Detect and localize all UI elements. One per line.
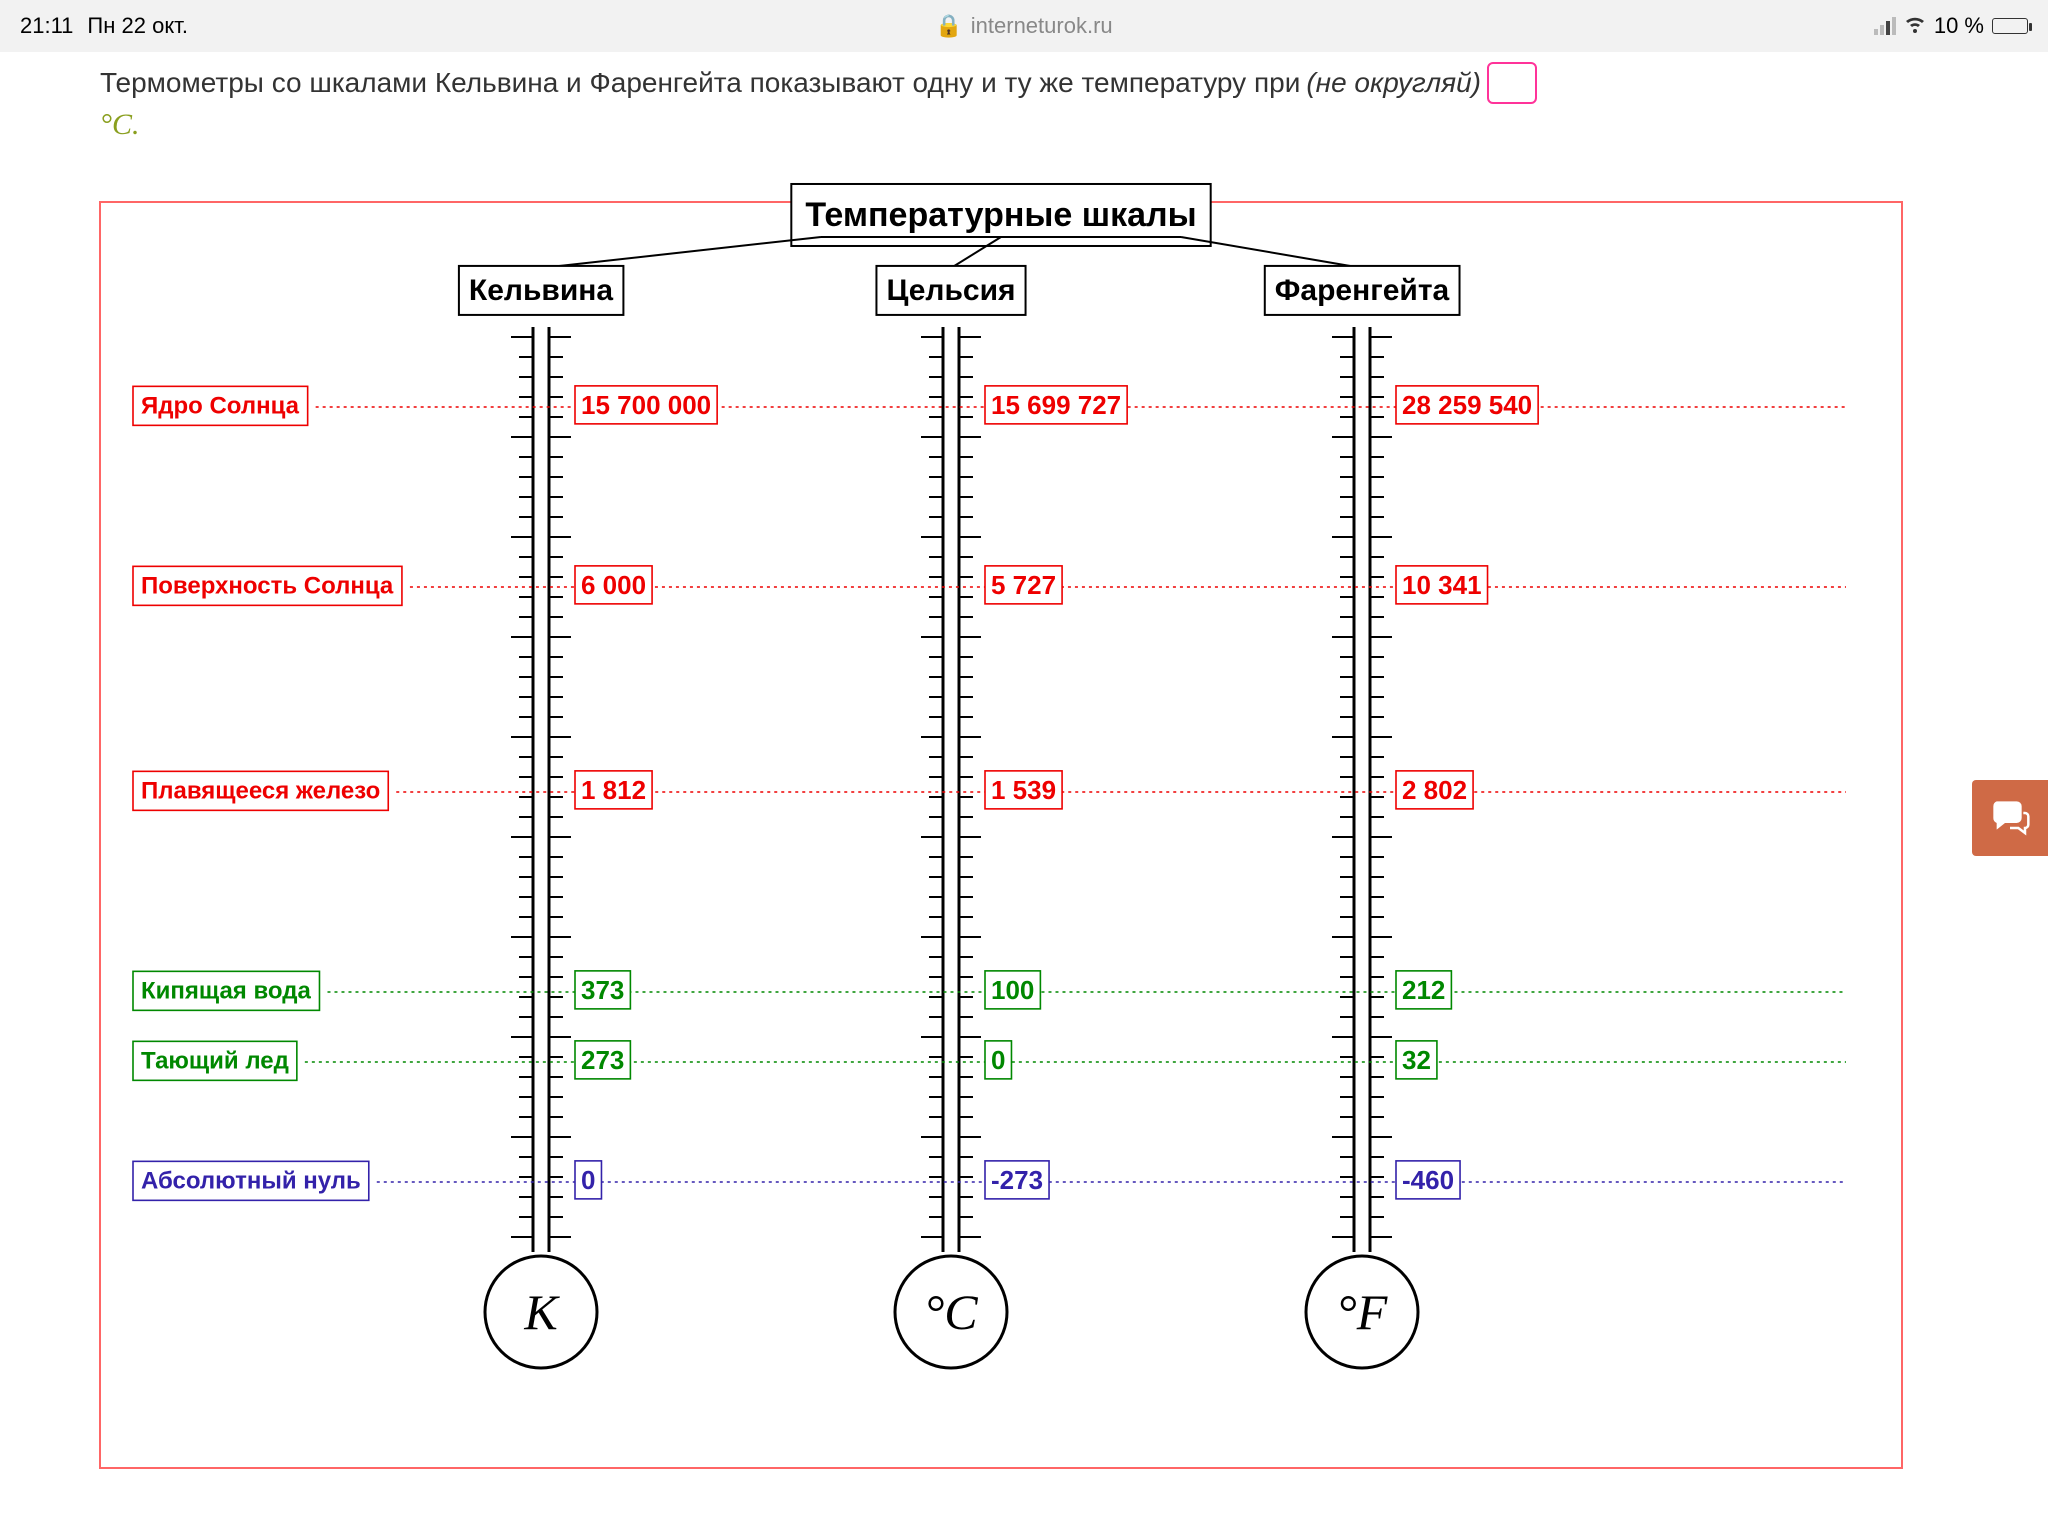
svg-text:-273: -273 [991,1165,1043,1195]
answer-input[interactable] [1487,62,1537,104]
battery-pct: 10 % [1934,13,1984,39]
svg-text:°F: °F [1337,1284,1388,1340]
problem-hint: (не округляй) [1306,67,1481,99]
svg-text:5 727: 5 727 [991,570,1056,600]
wifi-icon [1904,13,1926,39]
svg-text:-460: -460 [1402,1165,1454,1195]
svg-text:100: 100 [991,975,1034,1005]
svg-text:Температурные шкалы: Температурные шкалы [805,196,1196,234]
svg-text:°C: °C [924,1284,978,1340]
battery-icon [1992,18,2028,34]
svg-text:Кипящая вода: Кипящая вода [141,977,311,1004]
svg-text:0: 0 [991,1045,1005,1075]
svg-text:Поверхность Солнца: Поверхность Солнца [141,572,394,599]
problem-text-line: Термометры со шкалами Кельвина и Фаренге… [0,52,2048,108]
svg-text:273: 273 [581,1045,624,1075]
svg-text:1 539: 1 539 [991,775,1056,805]
svg-text:373: 373 [581,975,624,1005]
status-time: 21:11 [20,13,73,39]
svg-text:212: 212 [1402,975,1445,1005]
svg-text:0: 0 [581,1165,595,1195]
svg-text:32: 32 [1402,1045,1431,1075]
svg-text:Ядро Солнца: Ядро Солнца [141,392,300,419]
problem-text: Термометры со шкалами Кельвина и Фаренге… [100,67,1300,99]
lock-icon: 🔒 [935,13,962,39]
svg-text:6 000: 6 000 [581,570,646,600]
svg-text:2 802: 2 802 [1402,775,1467,805]
status-url: interneturok.ru [971,13,1113,39]
svg-text:1 812: 1 812 [581,775,646,805]
svg-text:15 700 000: 15 700 000 [581,390,711,420]
svg-text:Фаренгейта: Фаренгейта [1275,274,1450,307]
status-date: Пн 22 окт. [87,13,188,39]
svg-text:Цельсия: Цельсия [886,274,1015,307]
chat-icon [1990,798,2030,838]
svg-text:Тающий лед: Тающий лед [141,1047,289,1074]
svg-text:K: K [523,1284,560,1340]
svg-text:Абсолютный нуль: Абсолютный нуль [141,1167,361,1194]
svg-text:Кельвина: Кельвина [469,274,614,307]
svg-text:15 699 727: 15 699 727 [991,390,1121,420]
temperature-scales-diagram: Температурные шкалы Кельвина K Цельсия °C Фар… [96,162,1906,1472]
signal-icon [1874,17,1896,35]
device-status-bar: 21:11 Пн 22 окт. 🔒 interneturok.ru 10 % [0,0,2048,52]
svg-text:28 259 540: 28 259 540 [1402,390,1532,420]
chat-button[interactable] [1972,780,2048,856]
unit-label: °C. [0,108,2048,152]
svg-text:Плавящееся железо: Плавящееся железо [141,777,380,804]
svg-text:10 341: 10 341 [1402,570,1482,600]
